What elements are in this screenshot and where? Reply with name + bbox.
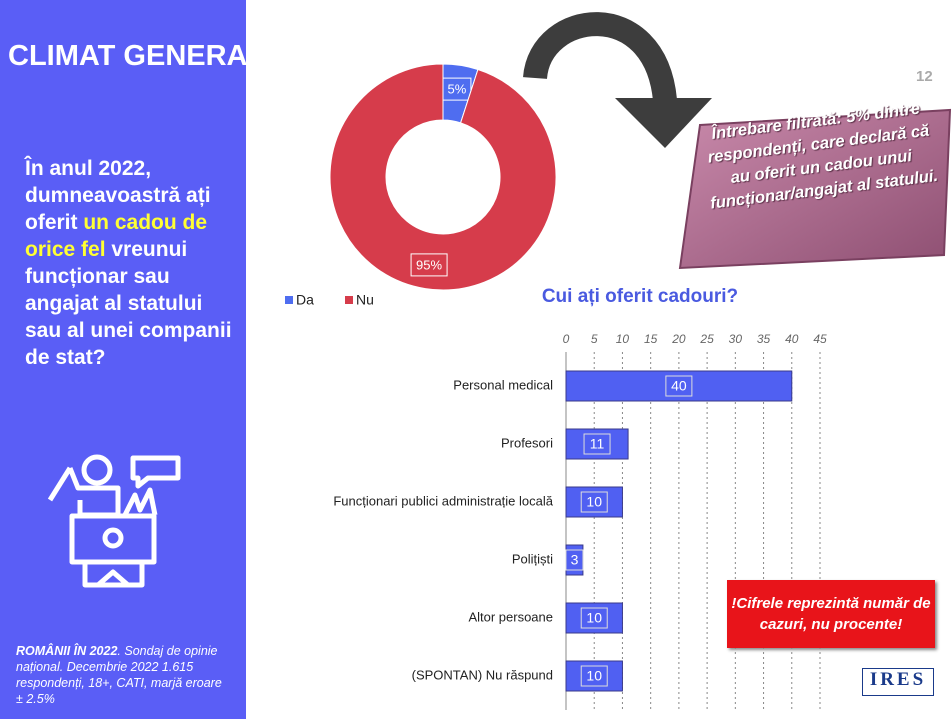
label-box <box>410 253 448 277</box>
label-box <box>580 665 608 687</box>
question-highlight: un cadou de orice fel <box>25 211 208 261</box>
question: În anul 2022, dumneavoastră ați oferit u… <box>25 155 235 371</box>
y-tick-label: Profesori <box>501 435 553 450</box>
arrow <box>523 12 712 148</box>
x-tick-label: 30 <box>729 332 743 346</box>
x-tick-label: 20 <box>671 332 686 346</box>
legend-label: Da <box>296 292 314 308</box>
y-tick-label: Personal medical <box>453 377 553 392</box>
label-box <box>583 433 611 455</box>
pie-slice <box>329 63 557 291</box>
icon <box>47 454 181 588</box>
note: !Cifrele reprezintă număr de cazuri, nu … <box>727 580 935 648</box>
x-tick-label: 5 <box>591 332 598 346</box>
footer-text: . Sondaj de opinie național. Decembrie 2… <box>16 644 222 706</box>
y-tick-label: Polițiști <box>512 551 553 566</box>
value-label: 10 <box>586 494 602 510</box>
value-label: 11 <box>590 436 605 452</box>
y-tick-label: Funcționari publici administrație locală <box>333 493 553 508</box>
logo: IRES <box>862 668 934 696</box>
page-number: 12 <box>916 68 933 85</box>
x-tick-label: 10 <box>616 332 630 346</box>
question-text: În anul 2022, dumneavoastră ați oferit <box>25 157 211 234</box>
value-label: 5% <box>448 82 467 97</box>
label-box <box>665 375 693 397</box>
legend-label: Nu <box>356 292 374 308</box>
side-panel <box>0 0 246 719</box>
label-box <box>580 491 608 513</box>
x-tick-label: 40 <box>785 332 799 346</box>
label-box <box>580 607 608 629</box>
legend-swatch <box>345 296 353 304</box>
value-label: 3 <box>571 552 579 568</box>
legend-swatch <box>285 296 293 304</box>
footer: ROMÂNII ÎN 2022. Sondaj de opinie națion… <box>16 643 226 707</box>
y-tick-label: Altor persoane <box>468 609 553 624</box>
x-tick-label: 45 <box>813 332 827 346</box>
x-tick-label: 0 <box>563 332 570 346</box>
x-tick-label: 15 <box>644 332 658 346</box>
chart-title: Cui ați oferit cadouri? <box>542 286 738 307</box>
value-label: 95% <box>416 257 442 272</box>
value-label: 10 <box>586 610 602 626</box>
label-box <box>565 549 584 571</box>
x-tick-label: 35 <box>757 332 771 346</box>
note-text: !Cifrele reprezintă număr de cazuri, nu … <box>731 595 931 633</box>
value-label: 10 <box>586 668 602 684</box>
footer-title: ROMÂNII ÎN 2022 <box>16 644 118 658</box>
x-tick-label: 25 <box>699 332 714 346</box>
y-tick-label: (SPONTAN) Nu răspund <box>412 667 553 682</box>
question-text: vreunui funcționar sau angajat al statul… <box>25 238 232 369</box>
slide-title: CLIMAT GENERAL <box>8 40 266 72</box>
callout-box <box>678 108 952 270</box>
value-label: 40 <box>671 378 687 394</box>
